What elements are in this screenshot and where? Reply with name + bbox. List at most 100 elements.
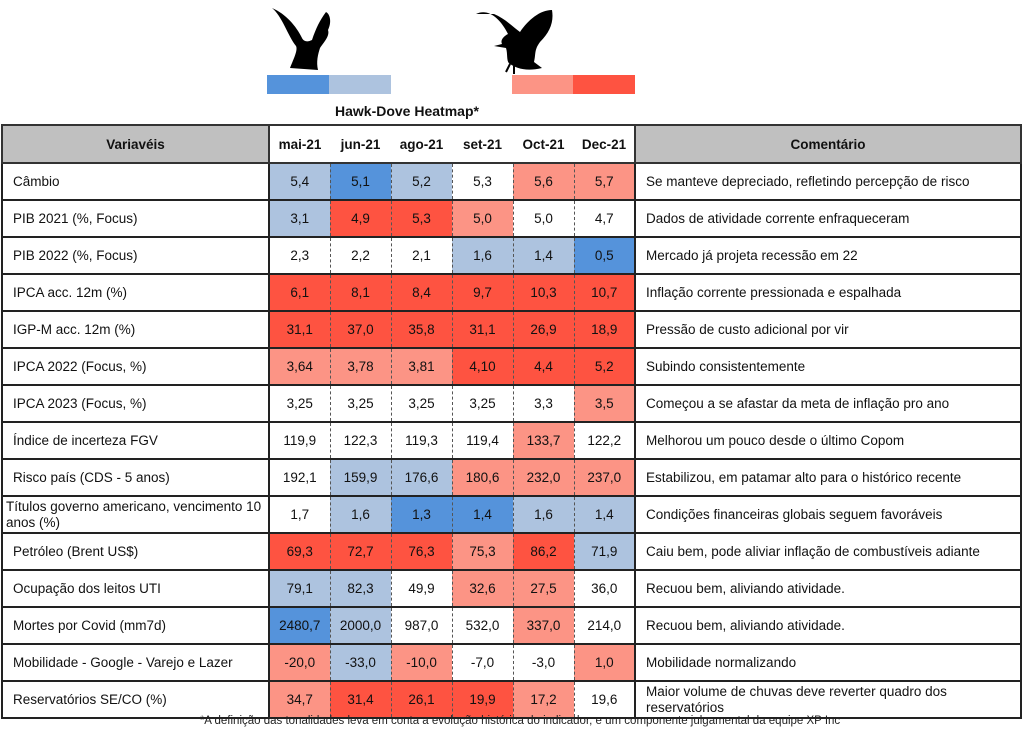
heatmap-cell: 3,64 (268, 347, 331, 386)
footnote: *A definição das tonalidades leva em con… (199, 715, 841, 727)
table-row: IPCA 2022 (Focus, %) 3,64 3,78 3,81 4,10 4,4 5… (1, 347, 1022, 386)
row-label: Ocupação dos leitos UTI (1, 569, 270, 608)
heatmap-table: Variavéis mai-21 jun-21 ago-21 set-21 Oc… (1, 124, 1022, 719)
heatmap-cell: 119,3 (390, 421, 453, 460)
heatmap-cell: 5,3 (390, 199, 453, 238)
heatmap-cell: 119,4 (451, 421, 514, 460)
heatmap-cell: 26,1 (390, 680, 453, 719)
row-comment: Maior volume de chuvas deve reverter qua… (634, 680, 1022, 719)
heatmap-cell: 3,25 (329, 384, 392, 423)
heatmap-cell: -10,0 (390, 643, 453, 682)
heatmap-cell: 5,2 (390, 162, 453, 201)
heatmap-title: Hawk-Dove Heatmap* (335, 103, 479, 119)
heatmap-cell: 1,6 (451, 236, 514, 275)
table-row: IGP-M acc. 12m (%) 31,1 37,0 35,8 31,1 26,9 18… (1, 310, 1022, 349)
row-comment: Melhorou um pouco desde o último Copom (634, 421, 1022, 460)
heatmap-cell: 31,1 (451, 310, 514, 349)
heatmap-cell: 72,7 (329, 532, 392, 571)
row-comment: Pressão de custo adicional por vir (634, 310, 1022, 349)
heatmap-cell: 69,3 (268, 532, 331, 571)
heatmap-cell: 5,4 (268, 162, 331, 201)
heatmap-cell: 3,25 (390, 384, 453, 423)
hawk-icon (476, 10, 553, 74)
heatmap-cell: 10,3 (512, 273, 575, 312)
heatmap-cell: 5,1 (329, 162, 392, 201)
row-label: PIB 2021 (%, Focus) (1, 199, 270, 238)
heatmap-cell: 3,25 (451, 384, 514, 423)
heatmap-cell: 2,1 (390, 236, 453, 275)
heatmap-cell: -20,0 (268, 643, 331, 682)
heatmap-cell: 76,3 (390, 532, 453, 571)
row-label: PIB 2022 (%, Focus) (1, 236, 270, 275)
row-label: Mobilidade - Google - Varejo e Lazer (1, 643, 270, 682)
row-label: IPCA 2023 (Focus, %) (1, 384, 270, 423)
table-row: PIB 2021 (%, Focus) 3,1 4,9 5,3 5,0 5,0 4,7 Dad… (1, 199, 1022, 238)
header-comment: Comentário (634, 124, 1022, 164)
heatmap-cell: 10,7 (573, 273, 636, 312)
table-row: Petróleo (Brent US$) 69,3 72,7 76,3 75,3 86,2… (1, 532, 1022, 571)
table-row: PIB 2022 (%, Focus) 2,3 2,2 2,1 1,6 1,4 0,5 Mer… (1, 236, 1022, 275)
heatmap-cell: 19,9 (451, 680, 514, 719)
heatmap-cell: 5,6 (512, 162, 575, 201)
heatmap-cell: 3,1 (268, 199, 331, 238)
heatmap-cell: 987,0 (390, 606, 453, 645)
heatmap-cell: 5,3 (451, 162, 514, 201)
heatmap-cell: 36,0 (573, 569, 636, 608)
row-comment: Dados de atividade corrente enfraquecera… (634, 199, 1022, 238)
heatmap-cell: 5,2 (573, 347, 636, 386)
heatmap-cell: 192,1 (268, 458, 331, 497)
heatmap-cell: 6,1 (268, 273, 331, 312)
header-month: Oct-21 (513, 124, 574, 164)
heatmap-cell: 32,6 (451, 569, 514, 608)
header-month: Dec-21 (574, 124, 635, 164)
heatmap-cell: 71,9 (573, 532, 636, 571)
heatmap-cell: 8,4 (390, 273, 453, 312)
heatmap-cell: 159,9 (329, 458, 392, 497)
row-comment: Subindo consistentemente (634, 347, 1022, 386)
heatmap-cell: 2,3 (268, 236, 331, 275)
row-comment: Se manteve depreciado, refletindo percep… (634, 162, 1022, 201)
row-comment: Mercado já projeta recessão em 22 (634, 236, 1022, 275)
table-row: Mortes por Covid (mm7d) 2480,7 2000,0 987,0… (1, 606, 1022, 645)
heatmap-cell: 8,1 (329, 273, 392, 312)
heatmap-cell: 17,2 (512, 680, 575, 719)
heatmap-cell: 133,7 (512, 421, 575, 460)
heatmap-cell: 1,4 (451, 495, 514, 534)
heatmap-cell: 1,0 (573, 643, 636, 682)
heatmap-cell: -7,0 (451, 643, 514, 682)
heatmap-cell: 122,2 (573, 421, 636, 460)
legend-dovish-mild (329, 75, 391, 94)
row-comment: Recuou bem, aliviando atividade. (634, 606, 1022, 645)
table-row: Títulos governo americano, vencimento 10… (1, 495, 1022, 534)
heatmap-cell: 5,0 (512, 199, 575, 238)
heatmap-cell: 4,10 (451, 347, 514, 386)
heatmap-cell: -3,0 (512, 643, 575, 682)
heatmap-cell: 2000,0 (329, 606, 392, 645)
heatmap-cell: 2480,7 (268, 606, 331, 645)
heatmap-cell: 5,7 (573, 162, 636, 201)
row-label: Risco país (CDS - 5 anos) (1, 458, 270, 497)
heatmap-cell: 4,4 (512, 347, 575, 386)
header-month: ago-21 (391, 124, 452, 164)
heatmap-cell: 1,3 (390, 495, 453, 534)
heatmap-cell: 79,1 (268, 569, 331, 608)
heatmap-cell: 1,4 (512, 236, 575, 275)
legend-dovish-strong (267, 75, 329, 94)
table-row: IPCA 2023 (Focus, %) 3,25 3,25 3,25 3,25 3,3 3… (1, 384, 1022, 423)
table-row: Mobilidade - Google - Varejo e Lazer -20,… (1, 643, 1022, 682)
heatmap-cell: 1,6 (329, 495, 392, 534)
row-label: IGP-M acc. 12m (%) (1, 310, 270, 349)
header-variable: Variavéis (1, 124, 270, 164)
row-comment: Começou a se afastar da meta de inflação… (634, 384, 1022, 423)
table-row: Reservatórios SE/CO (%) 34,7 31,4 26,1 19,9 1… (1, 680, 1022, 719)
row-label: IPCA acc. 12m (%) (1, 273, 270, 312)
heatmap-cell: 5,0 (451, 199, 514, 238)
row-comment: Estabilizou, em patamar alto para o hist… (634, 458, 1022, 497)
table-row: IPCA acc. 12m (%) 6,1 8,1 8,4 9,7 10,3 10,7 Inf… (1, 273, 1022, 312)
row-comment: Mobilidade normalizando (634, 643, 1022, 682)
row-label: Mortes por Covid (mm7d) (1, 606, 270, 645)
heatmap-cell: 119,9 (268, 421, 331, 460)
row-label: IPCA 2022 (Focus, %) (1, 347, 270, 386)
header-month: set-21 (452, 124, 513, 164)
